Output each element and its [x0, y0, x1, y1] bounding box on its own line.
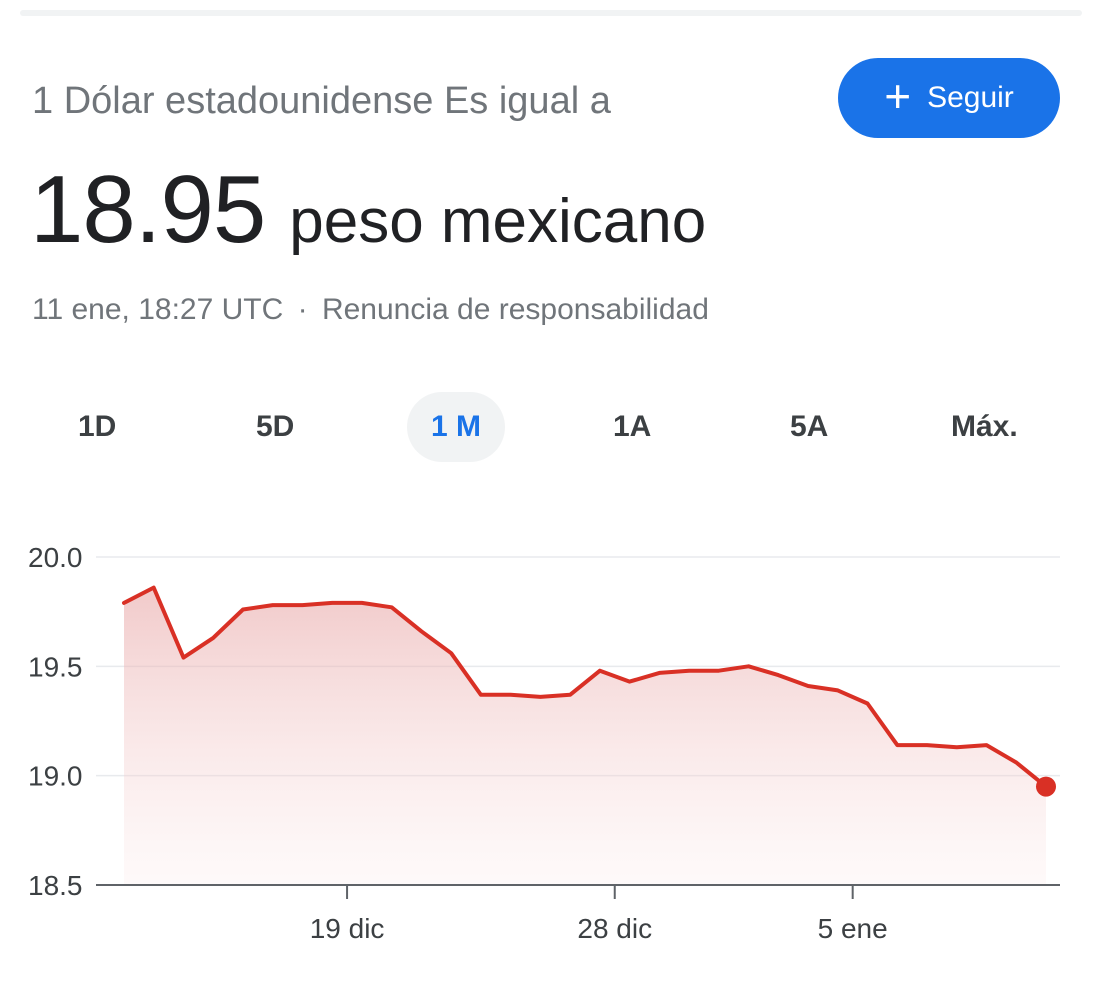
y-tick-label: 19.0: [28, 761, 83, 792]
disclaimer-link[interactable]: Renuncia de responsabilidad: [321, 293, 709, 326]
separator: ·: [297, 293, 308, 326]
conversion-subtitle: 1 Dólar estadounidense Es igual a: [32, 80, 611, 122]
tab-1d[interactable]: 1D: [78, 410, 117, 443]
follow-button[interactable]: + Seguir: [838, 58, 1060, 138]
exchange-rate-value: 18.95: [30, 156, 266, 263]
y-tick-label: 20.0: [28, 542, 83, 573]
timestamp: 11 ene, 18:27 UTC: [32, 293, 284, 326]
series-line: [122, 585, 1048, 789]
tab-1a[interactable]: 1A: [613, 410, 652, 443]
current-value-point[interactable]: [1036, 776, 1056, 797]
time-range-tabs: 1D 5D 1 M 1A 5A Máx.: [30, 392, 1070, 462]
tab-max[interactable]: Máx.: [951, 410, 1018, 443]
tab-1m[interactable]: 1 M: [407, 392, 505, 462]
exchange-rate-chart: 20.0 19.5 19.0 18.5 19 dic 28 dic 5 ene: [28, 542, 1060, 944]
meta-line: 11 ene, 18:27 UTC · Renuncia de responsa…: [32, 292, 709, 328]
quote: 18.95 peso mexicano: [30, 158, 706, 262]
tab-5d[interactable]: 5D: [256, 410, 295, 443]
plus-icon: +: [884, 70, 912, 122]
y-tick-label: 18.5: [28, 870, 83, 901]
x-tick-label: 28 dic: [577, 913, 652, 944]
y-tick-label: 19.5: [28, 651, 83, 682]
top-divider: [20, 10, 1082, 16]
follow-button-label: Seguir: [927, 81, 1014, 114]
header: 1 Dólar estadounidense Es igual a + Segu…: [32, 58, 1072, 138]
target-currency: peso mexicano: [289, 187, 707, 256]
x-tick-label: 5 ene: [818, 913, 888, 944]
area-fill: [124, 587, 1046, 885]
tab-5a[interactable]: 5A: [790, 410, 829, 443]
x-tick-label: 19 dic: [310, 913, 385, 944]
